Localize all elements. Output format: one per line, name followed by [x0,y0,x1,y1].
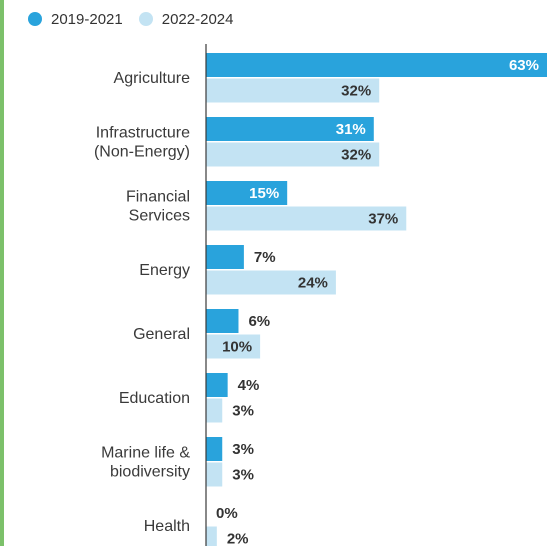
bar-2019-2021 [206,309,239,333]
category-label: Education [119,390,190,407]
data-label: 4% [238,377,260,394]
bar-2022-2024 [206,142,380,167]
legend-swatch-series-2 [138,12,153,26]
category-label: (Non-Energy) [94,143,190,160]
data-label: 32% [341,147,371,164]
data-label: 0% [216,505,238,522]
data-label: 10% [222,339,252,356]
bar-2019-2021 [206,117,374,141]
legend-label-series-2: 2022-2024 [161,10,234,28]
bar-2022-2024 [206,526,217,546]
bar-2022-2024 [206,206,407,231]
category-label: Services [129,207,190,224]
category-label: Agriculture [114,70,191,87]
legend-swatch-series-1 [28,12,42,26]
data-label: 6% [248,313,270,330]
data-label: 3% [232,467,254,484]
data-label: 15% [249,185,279,202]
data-label: 2% [227,531,249,546]
data-label: 63% [509,57,539,74]
category-label: General [133,326,190,343]
data-label: 3% [232,403,254,420]
bar-2022-2024 [206,462,223,487]
bar-2019-2021 [206,373,228,397]
data-label: 3% [232,441,254,458]
bar-2019-2021 [206,181,288,205]
category-label: Financial [126,188,190,205]
data-label: 37% [368,211,398,228]
data-label: 7% [254,249,276,266]
bar-2022-2024 [206,78,380,103]
category-label: Infrastructure [96,124,190,141]
legend-item-series-1: 2019-2021 [28,11,123,28]
category-label: Health [144,518,190,535]
data-label: 32% [341,83,371,100]
bar-2019-2021 [206,437,223,461]
category-label: biodiversity [110,463,190,480]
legend-item-series-2: 2022-2024 [138,10,234,28]
legend-label-series-1: 2019-2021 [51,10,123,28]
bar-2022-2024 [206,334,261,359]
bar-2019-2021 [206,245,244,269]
category-label: Marine life & [101,444,190,461]
legend: 2019-2021 2022-2024 [28,9,249,29]
bar-2022-2024 [206,270,336,295]
left-accent-rule [0,0,4,546]
bar-2022-2024 [206,398,223,423]
bar-2019-2021 [206,53,547,77]
data-label: 31% [336,121,366,138]
data-label: 24% [298,275,328,292]
category-label: Energy [139,262,190,279]
